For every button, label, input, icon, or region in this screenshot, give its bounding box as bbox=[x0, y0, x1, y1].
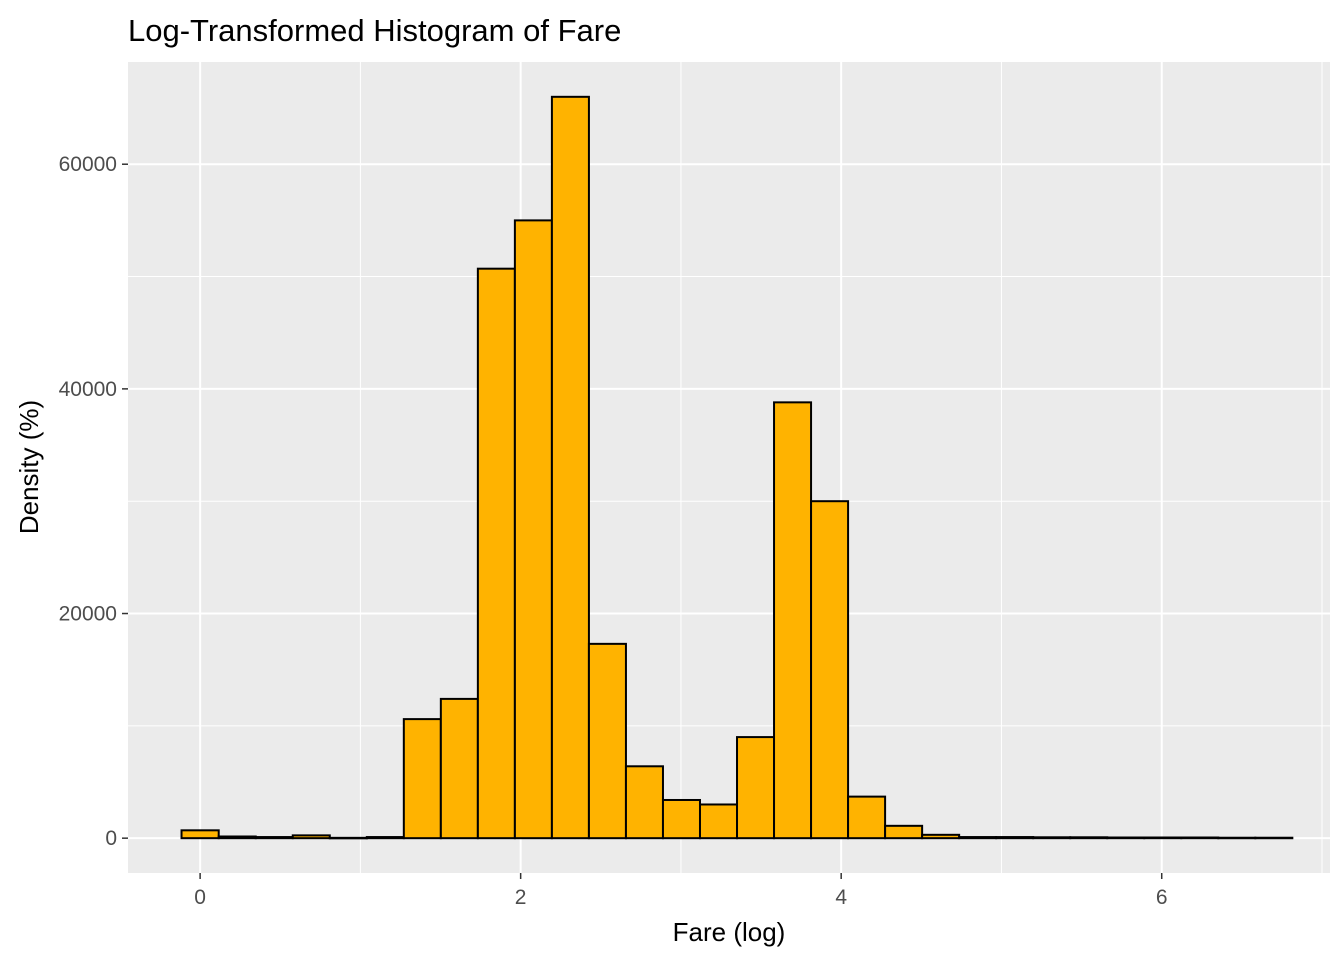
histogram-bar bbox=[328, 836, 368, 840]
y-axis-ticks: 0 20000 40000 60000 bbox=[59, 153, 128, 850]
x-tick-label: 6 bbox=[1156, 886, 1168, 909]
histogram-bar bbox=[254, 836, 294, 840]
y-tick-label: 20000 bbox=[59, 603, 117, 626]
histogram-bar bbox=[1217, 836, 1257, 840]
histogram-bar bbox=[439, 697, 479, 840]
y-axis-label: Density (%) bbox=[14, 400, 44, 534]
histogram-bar bbox=[513, 219, 553, 840]
histogram-bar bbox=[1143, 836, 1183, 840]
y-tick-label: 0 bbox=[105, 827, 117, 850]
histogram-bar bbox=[1180, 836, 1220, 840]
histogram-bar bbox=[402, 718, 442, 840]
x-tick-label: 0 bbox=[194, 886, 206, 909]
histogram-bar bbox=[587, 642, 627, 840]
y-tick-label: 40000 bbox=[59, 378, 117, 401]
histogram-bar bbox=[365, 836, 405, 840]
histogram-bar bbox=[217, 835, 257, 840]
histogram-bar bbox=[810, 500, 850, 840]
histogram-bar bbox=[1069, 836, 1109, 840]
histogram-bar bbox=[995, 836, 1035, 840]
histogram-bar bbox=[847, 795, 887, 840]
histogram-bar bbox=[550, 95, 590, 840]
histogram-bar bbox=[884, 824, 924, 840]
x-axis-label: Fare (log) bbox=[673, 917, 786, 947]
chart-title: Log-Transformed Histogram of Fare bbox=[128, 13, 621, 48]
histogram-bar bbox=[661, 798, 701, 840]
plot-panel bbox=[128, 62, 1330, 873]
histogram-bars bbox=[180, 95, 1294, 840]
histogram-bar bbox=[1254, 836, 1294, 840]
histogram-bar bbox=[476, 267, 516, 840]
x-axis-ticks: 0 2 4 6 bbox=[194, 873, 1168, 909]
x-tick-label: 4 bbox=[835, 886, 847, 909]
histogram-bar bbox=[1106, 836, 1146, 840]
histogram-bar bbox=[1032, 836, 1072, 840]
histogram-bar bbox=[180, 829, 220, 840]
histogram-bar bbox=[736, 736, 776, 840]
histogram-bar bbox=[291, 834, 331, 840]
histogram-bar bbox=[921, 833, 961, 840]
histogram-bar bbox=[773, 401, 813, 840]
histogram-bar bbox=[698, 803, 739, 840]
y-tick-label: 60000 bbox=[59, 153, 117, 176]
x-tick-label: 2 bbox=[515, 886, 527, 909]
histogram-bar bbox=[624, 765, 664, 840]
histogram-bar bbox=[958, 836, 998, 840]
minor-gridlines bbox=[128, 62, 1330, 873]
